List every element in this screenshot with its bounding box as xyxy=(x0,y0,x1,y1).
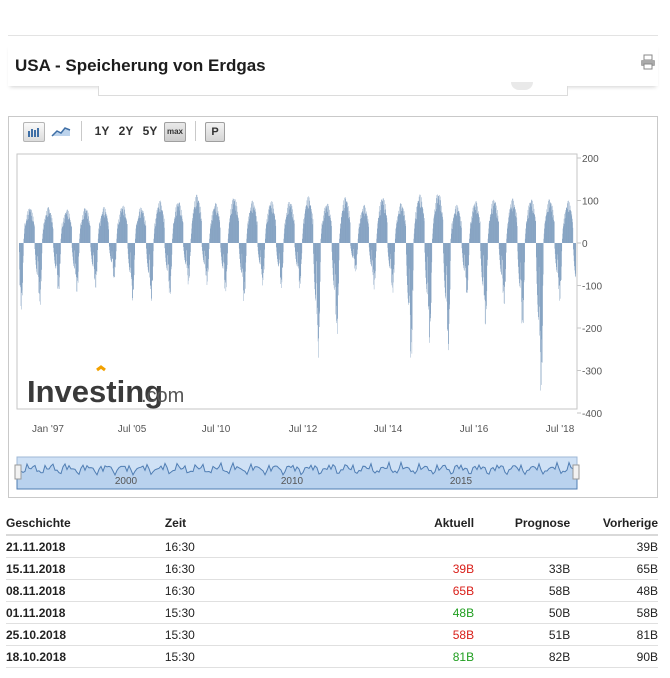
table-row: 18.10.2018 15:30 81B 82B 90B xyxy=(6,645,658,668)
range-5y-button[interactable]: 5Y xyxy=(142,124,158,138)
row-previous: 58B xyxy=(570,601,658,624)
row-time: 15:30 xyxy=(164,623,399,646)
header-prognose[interactable]: Prognose xyxy=(474,512,571,536)
row-time: 16:30 xyxy=(164,535,399,558)
row-previous: 48B xyxy=(570,579,658,602)
table-row: 21.11.2018 16:30 39B xyxy=(6,535,658,558)
row-date: 15.11.2018 xyxy=(6,557,165,580)
row-time: 16:30 xyxy=(164,579,399,602)
row-actual: 65B xyxy=(398,579,475,602)
table-row: 08.11.2018 16:30 65B 58B 48B xyxy=(6,579,658,602)
row-forecast xyxy=(474,535,571,558)
row-forecast: 58B xyxy=(474,579,571,602)
top-divider xyxy=(8,35,658,36)
x-tick-label: Jul '05 xyxy=(118,424,147,435)
x-tick-label: Jul '14 xyxy=(374,424,403,435)
row-previous: 65B xyxy=(570,557,658,580)
chart-container: 1Y 2Y 5Y max P 200 100 0 -100 -200 -300 -400 J… xyxy=(8,116,658,498)
row-date: 25.10.2018 xyxy=(6,623,165,646)
x-tick-label: Jul '18 xyxy=(546,424,575,435)
title-bar: USA - Speicherung von Erdgas xyxy=(8,44,658,86)
print-icon[interactable] xyxy=(640,54,656,70)
x-axis: Jan '97 Jul '05 Jul '10 Jul '12 Jul '14 Jul '… xyxy=(32,424,575,435)
row-actual xyxy=(398,535,475,558)
y-tick-label: -200 xyxy=(582,324,602,335)
row-actual: 58B xyxy=(398,623,475,646)
navigator-year-label: 2015 xyxy=(450,476,473,487)
range-navigator[interactable]: 2000 2010 2015 xyxy=(14,456,580,490)
row-previous: 39B xyxy=(570,535,658,558)
y-tick-label: -100 xyxy=(582,282,602,293)
row-date: 01.11.2018 xyxy=(6,601,165,624)
chart-plot: 200 100 0 -100 -200 -300 -400 Jan '97 Jul '05 Ju… xyxy=(14,153,602,490)
row-date: 21.11.2018 xyxy=(6,535,165,558)
navigator-left-handle[interactable] xyxy=(14,464,22,480)
header-zeit[interactable]: Zeit xyxy=(164,512,399,536)
row-actual: 39B xyxy=(398,557,475,580)
y-tick-label: 100 xyxy=(582,197,599,208)
header-vorherige[interactable]: Vorherige xyxy=(570,512,658,536)
chart-toolbar: 1Y 2Y 5Y max P xyxy=(9,117,657,145)
table-row: 15.11.2018 16:30 39B 33B 65B xyxy=(6,557,658,580)
watermark-accent-icon xyxy=(96,365,106,372)
table-row: 25.10.2018 15:30 58B 51B 81B xyxy=(6,623,658,646)
page-title: USA - Speicherung von Erdgas xyxy=(15,56,266,75)
y-tick-label: 0 xyxy=(582,239,588,250)
y-tick-label: 200 xyxy=(582,154,599,165)
header-geschichte[interactable]: Geschichte xyxy=(6,512,165,536)
row-date: 08.11.2018 xyxy=(6,579,165,602)
table-row: 01.11.2018 15:30 48B 50B 58B xyxy=(6,601,658,624)
row-forecast: 33B xyxy=(474,557,571,580)
row-forecast: 51B xyxy=(474,623,571,646)
row-forecast: 82B xyxy=(474,645,571,668)
range-max-button[interactable]: max xyxy=(164,122,186,142)
history-table: Geschichte Zeit Aktuell Prognose Vorheri… xyxy=(6,512,658,668)
x-tick-label: Jul '10 xyxy=(202,424,231,435)
row-time: 15:30 xyxy=(164,601,399,624)
y-tick-label: -300 xyxy=(582,367,602,378)
row-time: 16:30 xyxy=(164,557,399,580)
navigator-series xyxy=(16,460,578,490)
tab-strip xyxy=(98,82,568,96)
range-2y-button[interactable]: 2Y xyxy=(118,124,134,138)
navigator-year-label: 2010 xyxy=(281,476,304,487)
plot-area xyxy=(16,153,578,410)
x-tick-label: Jul '12 xyxy=(289,424,318,435)
x-tick-label: Jul '16 xyxy=(460,424,489,435)
line-chart-icon[interactable] xyxy=(50,122,72,140)
table-header-row: Geschichte Zeit Aktuell Prognose Vorheri… xyxy=(6,512,658,536)
y-axis: 200 100 0 -100 -200 -300 -400 xyxy=(577,154,602,420)
watermark-suffix: .com xyxy=(141,385,184,407)
bar-chart-icon[interactable] xyxy=(23,122,45,142)
navigator-right-handle[interactable] xyxy=(572,464,580,480)
bar-series xyxy=(19,194,576,391)
range-1y-button[interactable]: 1Y xyxy=(94,124,110,138)
row-actual: 48B xyxy=(398,601,475,624)
row-previous: 81B xyxy=(570,623,658,646)
row-forecast: 50B xyxy=(474,601,571,624)
x-tick-label: Jan '97 xyxy=(32,424,64,435)
row-time: 15:30 xyxy=(164,645,399,668)
watermark-brand: Investing xyxy=(27,374,163,409)
p-button[interactable]: P xyxy=(205,122,225,142)
navigator-year-label: 2000 xyxy=(115,476,138,487)
header-aktuell[interactable]: Aktuell xyxy=(398,512,475,536)
row-date: 18.10.2018 xyxy=(6,645,165,668)
y-tick-label: -400 xyxy=(582,409,602,420)
row-actual: 81B xyxy=(398,645,475,668)
row-previous: 90B xyxy=(570,645,658,668)
